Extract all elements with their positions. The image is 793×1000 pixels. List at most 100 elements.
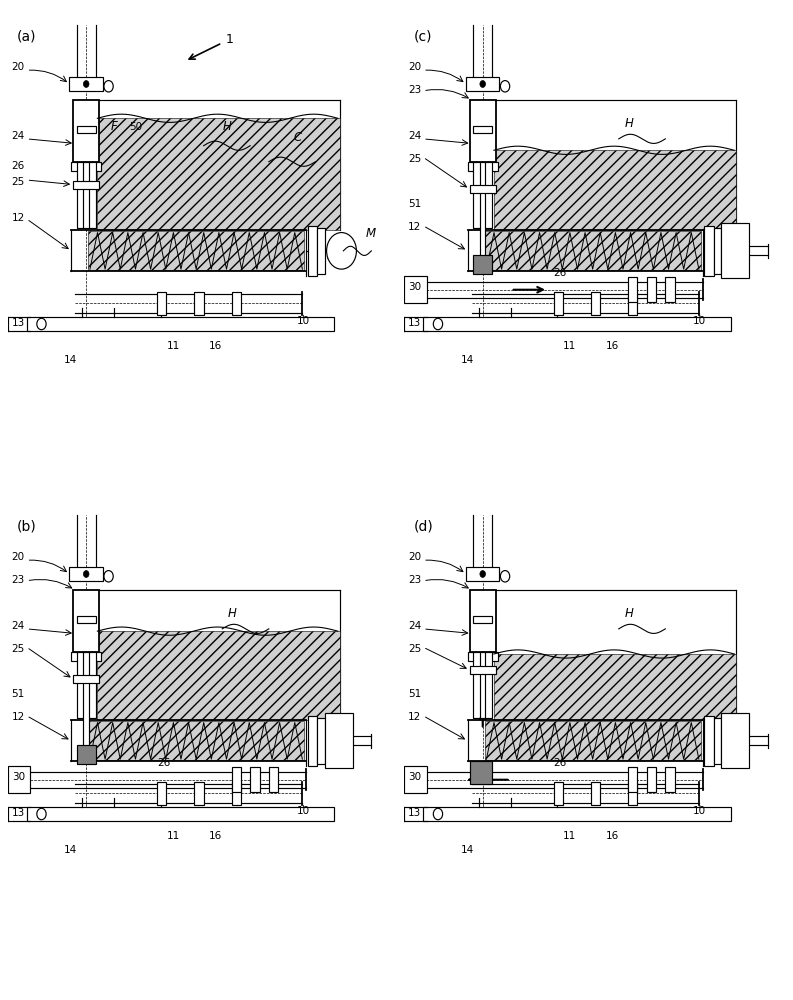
Bar [473, 652, 492, 718]
Bar [468, 652, 498, 661]
Circle shape [83, 81, 89, 87]
Text: 12: 12 [408, 222, 421, 232]
Bar [665, 277, 675, 302]
Bar [232, 292, 241, 315]
Bar [469, 185, 496, 193]
Bar [665, 767, 675, 792]
Bar [194, 782, 204, 805]
Text: 13: 13 [408, 808, 421, 818]
Circle shape [36, 808, 46, 820]
Text: 16: 16 [209, 831, 223, 841]
Text: 26: 26 [157, 758, 170, 768]
Text: 13: 13 [12, 808, 25, 818]
Bar [77, 745, 95, 764]
Bar [8, 766, 30, 793]
Bar [232, 767, 241, 792]
Text: (b): (b) [17, 519, 37, 533]
Text: 14: 14 [63, 845, 77, 855]
Bar [77, 162, 95, 228]
Circle shape [500, 571, 510, 582]
Bar [469, 761, 492, 784]
Bar [88, 231, 305, 270]
Bar [77, 616, 95, 623]
Bar [98, 118, 339, 230]
Bar [480, 162, 485, 271]
Text: 10: 10 [297, 806, 310, 816]
Bar [466, 567, 500, 581]
Text: 23: 23 [12, 575, 25, 585]
Text: 20: 20 [12, 62, 25, 72]
Bar [73, 100, 99, 162]
Text: 51: 51 [408, 199, 421, 209]
Text: (a): (a) [17, 29, 36, 43]
Text: 12: 12 [12, 213, 25, 223]
Text: 25: 25 [408, 644, 421, 654]
Bar [73, 590, 99, 652]
Bar [714, 228, 722, 274]
Circle shape [480, 81, 485, 87]
Text: H: H [624, 117, 633, 130]
Bar [469, 100, 496, 162]
Text: 10: 10 [693, 316, 707, 326]
Bar [473, 162, 492, 228]
Text: (d): (d) [414, 519, 434, 533]
Text: 16: 16 [209, 341, 223, 351]
Text: H: H [222, 120, 231, 133]
Bar [628, 277, 638, 302]
Bar [88, 721, 305, 760]
Bar [554, 292, 563, 315]
Bar [473, 255, 492, 274]
Text: 13: 13 [12, 318, 25, 328]
Text: 24: 24 [408, 131, 421, 141]
Bar [647, 767, 656, 792]
Text: 12: 12 [408, 712, 421, 722]
Bar [308, 226, 317, 276]
Text: 16: 16 [606, 341, 619, 351]
Bar [317, 228, 325, 274]
Bar [308, 716, 317, 766]
Text: 14: 14 [460, 845, 473, 855]
Text: C: C [293, 131, 301, 144]
Circle shape [104, 571, 113, 582]
Text: 11: 11 [563, 831, 576, 841]
Text: 24: 24 [12, 621, 25, 631]
Text: 14: 14 [63, 355, 77, 365]
Text: 51: 51 [408, 689, 421, 699]
Bar [469, 590, 496, 652]
Circle shape [36, 318, 46, 330]
Bar [480, 652, 485, 718]
Bar [423, 317, 730, 331]
Bar [232, 782, 241, 805]
Text: 23: 23 [408, 85, 421, 95]
Bar [473, 126, 492, 133]
Text: 50: 50 [129, 122, 142, 132]
Bar [485, 721, 701, 760]
Text: 10: 10 [297, 316, 310, 326]
Bar [77, 652, 95, 718]
Text: 24: 24 [12, 131, 25, 141]
Bar [722, 713, 749, 768]
Bar [98, 631, 339, 720]
Text: M: M [366, 227, 376, 240]
Bar [647, 277, 656, 302]
Text: 25: 25 [408, 154, 421, 164]
Bar [468, 162, 498, 171]
Circle shape [480, 571, 485, 577]
Bar [83, 652, 89, 761]
Bar [554, 782, 563, 805]
Text: 11: 11 [167, 341, 179, 351]
Text: 10: 10 [693, 806, 707, 816]
Bar [325, 713, 353, 768]
Bar [83, 162, 89, 228]
Text: 13: 13 [408, 318, 421, 328]
Text: 26: 26 [554, 268, 567, 278]
Text: (c): (c) [414, 29, 432, 43]
Bar [77, 126, 95, 133]
Bar [722, 223, 749, 278]
Bar [591, 782, 600, 805]
Text: 26: 26 [12, 161, 25, 171]
Bar [628, 292, 638, 315]
Text: 23: 23 [408, 575, 421, 585]
Text: 20: 20 [408, 62, 421, 72]
Text: 25: 25 [12, 644, 25, 654]
